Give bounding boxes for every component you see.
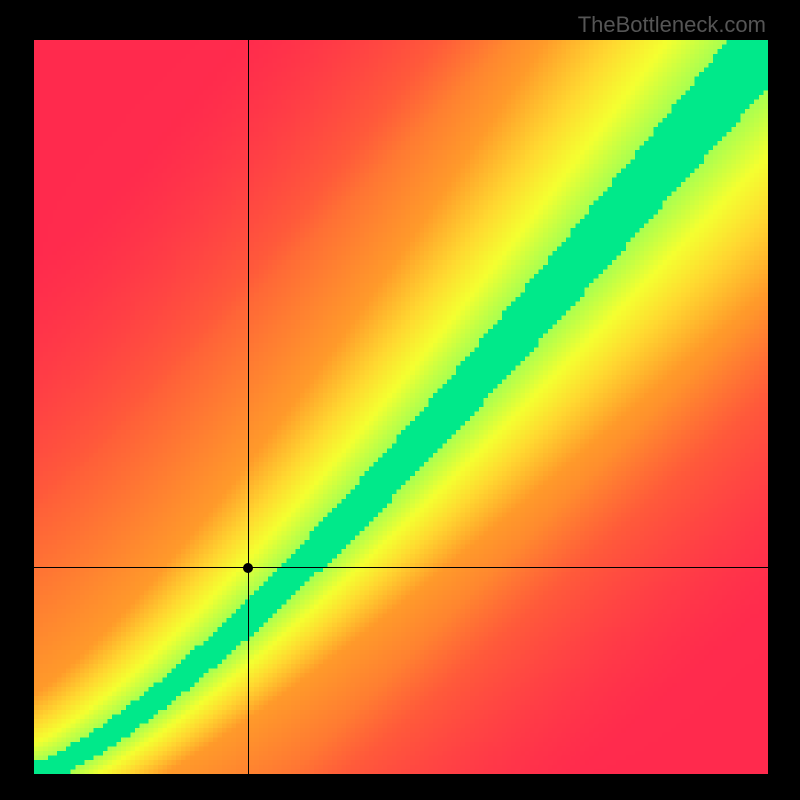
heatmap-canvas — [34, 40, 768, 774]
crosshair-horizontal — [34, 567, 768, 568]
watermark-text: TheBottleneck.com — [578, 12, 766, 38]
crosshair-vertical — [248, 40, 249, 774]
bottleneck-heatmap — [34, 40, 768, 774]
crosshair-marker — [243, 563, 253, 573]
